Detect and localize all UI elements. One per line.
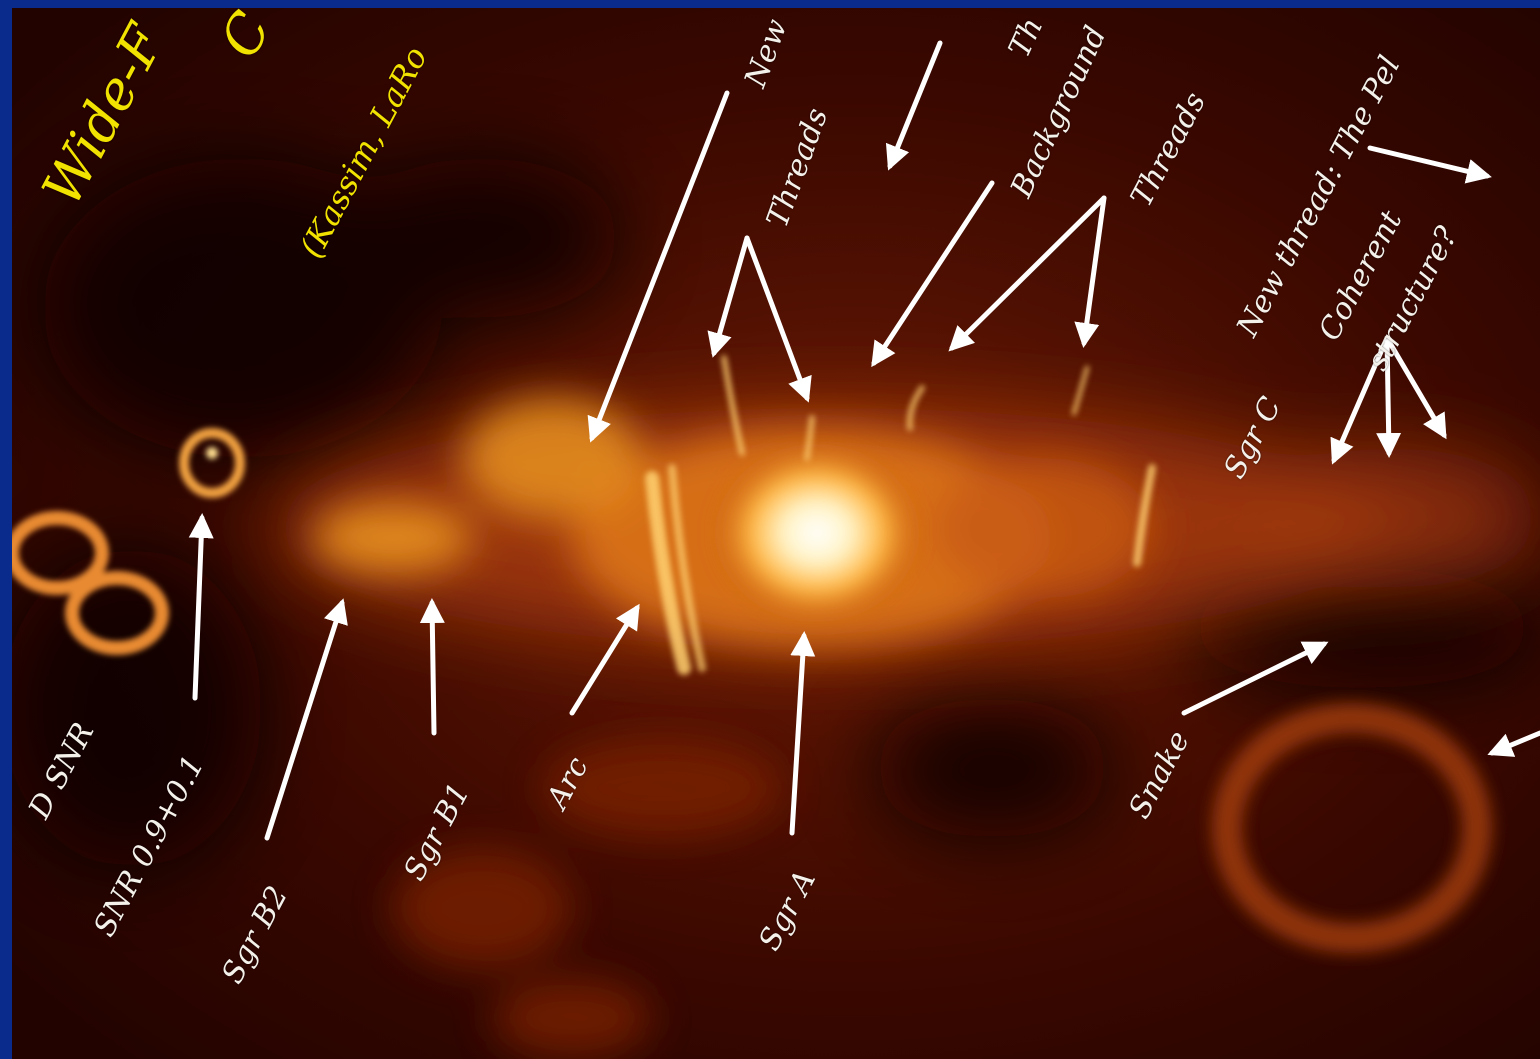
arrow-structure-a (1330, 335, 1390, 465)
arrow-snake (1181, 641, 1329, 716)
radio-image-frame: Wide-F C (Kassim, LaRo New Threads Th Ba… (12, 8, 1540, 1059)
arrow-threads-right-b (1074, 195, 1107, 348)
sgr-a-core (707, 438, 927, 628)
arrow-right-edge (1487, 730, 1540, 757)
arrow-new-top (587, 90, 730, 443)
arrow-sgr-a (789, 631, 816, 836)
arrow-snr-09 (188, 513, 214, 701)
snr-shells (12, 428, 245, 655)
arrow-structure-c (1384, 335, 1447, 440)
radio-arc (645, 355, 1156, 675)
arrow-threads-left-b (744, 235, 812, 403)
annotation-arrows (188, 40, 1540, 841)
arrow-arc (569, 603, 640, 716)
arrow-threads-right-a (948, 195, 1107, 352)
lower-emission (392, 738, 782, 1058)
arrow-background (871, 180, 995, 368)
arrow-sgr-b2 (264, 598, 348, 841)
arrow-new-thread (1367, 145, 1492, 184)
large-ring-snr (1212, 703, 1492, 953)
galactic-center-radio-image (12, 8, 1540, 1059)
arrow-structure-b (1376, 335, 1402, 458)
arrow-sgr-b1 (419, 598, 445, 736)
arrow-threads-left-a (707, 235, 750, 358)
arrow-th-top (885, 40, 943, 171)
